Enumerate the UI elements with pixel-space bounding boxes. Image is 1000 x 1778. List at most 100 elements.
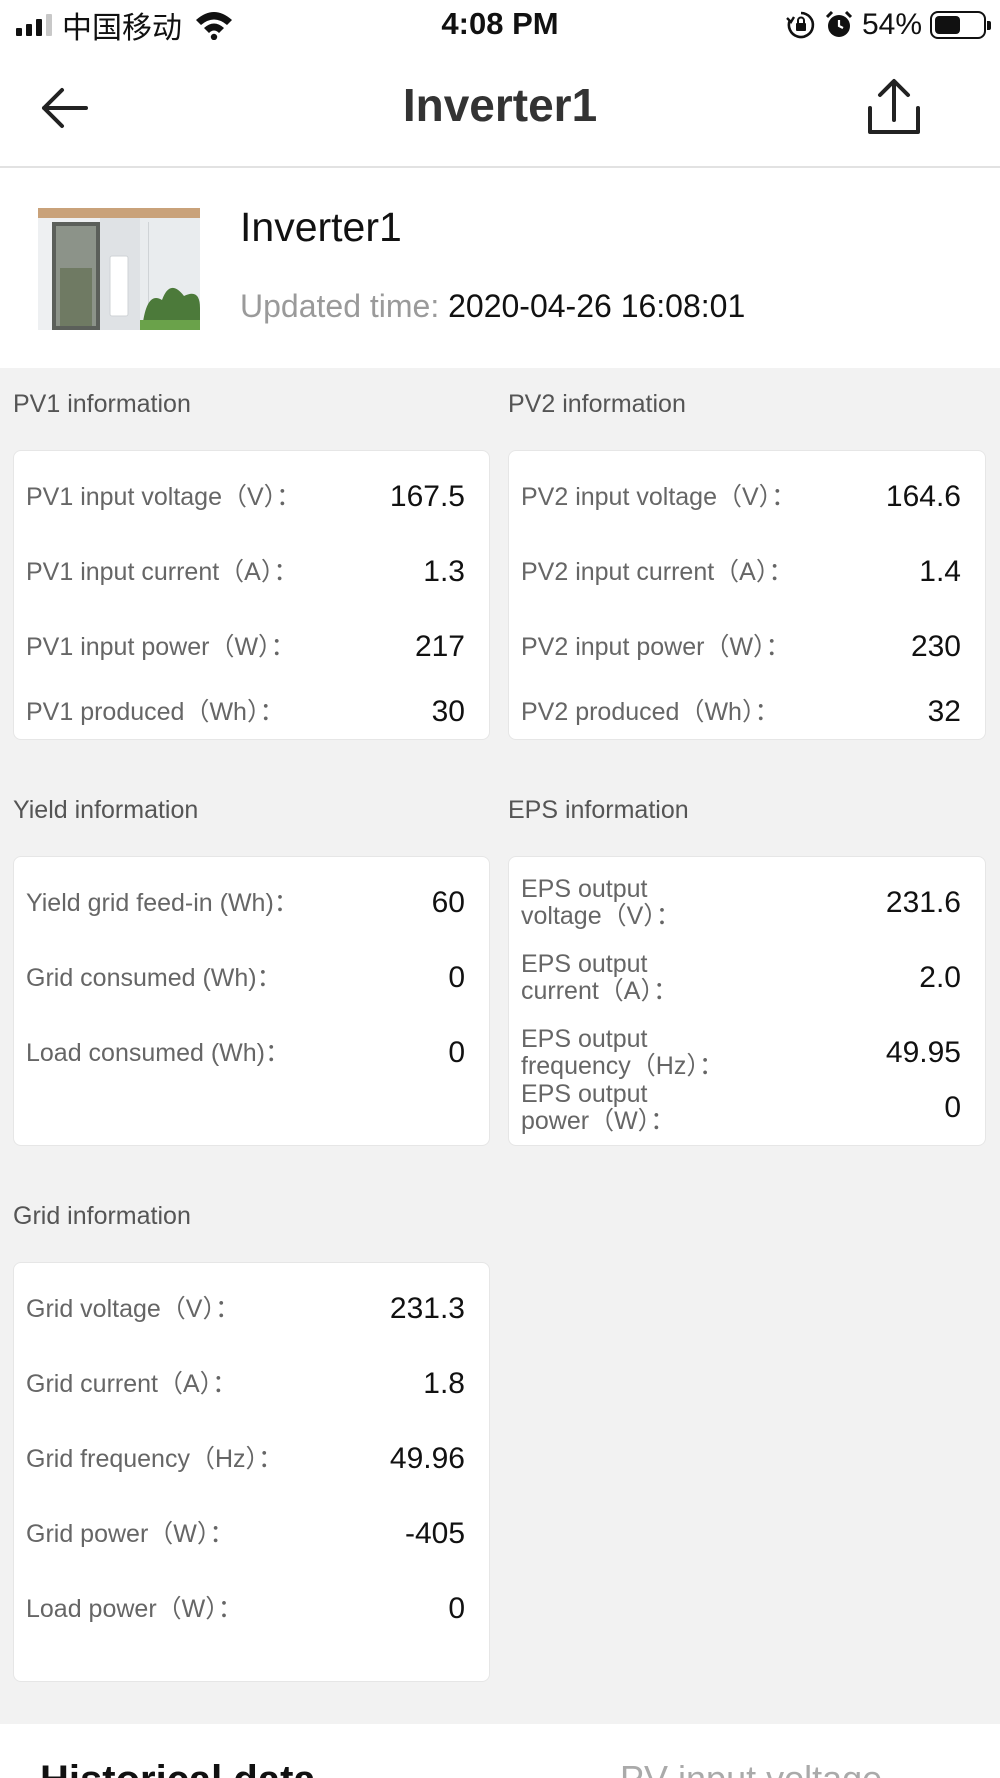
- page-title: Inverter1: [402, 79, 598, 131]
- row-value: 231.3: [389, 1292, 465, 1325]
- pv1-section-title: PV1 information: [13, 390, 191, 418]
- pv2-card: PV2 input voltage（V）： 164.6 PV2 input cu…: [508, 450, 986, 740]
- row-label-line: power（W）：: [521, 1107, 676, 1135]
- row-label-line: current（A）：: [521, 977, 678, 1005]
- row-value: 0: [944, 1091, 961, 1124]
- pv2-row: PV2 input current（A）： 1.4: [521, 542, 961, 602]
- row-label: PV2 input voltage（V）：: [521, 482, 797, 511]
- row-label: Grid voltage（V）：: [26, 1294, 240, 1323]
- yield-row: Yield grid feed-in (Wh)： 60: [26, 873, 465, 933]
- eps-section-title: EPS information: [508, 796, 689, 824]
- status-bar: 中国移动 4:08 PM 54%: [0, 0, 1000, 50]
- info-sections: PV1 information PV1 input voltage（V）： 16…: [0, 368, 1000, 1724]
- row-label: Grid power（W）：: [26, 1519, 235, 1548]
- row-label: EPS output power（W）：: [521, 1081, 675, 1135]
- row-label: Load power（W）：: [26, 1594, 243, 1623]
- row-value: 1.8: [423, 1367, 465, 1400]
- row-label: PV1 input voltage（V）：: [26, 482, 302, 511]
- nav-bar: Inverter1: [0, 50, 1000, 168]
- battery-percent: 54%: [861, 8, 922, 41]
- updated-time: Updated time: 2020-04-26 16:08:01: [240, 288, 745, 325]
- row-value: 0: [448, 1036, 465, 1069]
- device-name: Inverter1: [240, 204, 402, 250]
- grid-section-title: Grid information: [13, 1202, 191, 1230]
- pv1-row: PV1 input current（A）： 1.3: [26, 542, 465, 602]
- row-label: PV2 produced（Wh）：: [521, 697, 780, 726]
- alarm-icon: [825, 10, 853, 37]
- eps-row: EPS output frequency（Hz）： 49.95: [521, 1023, 961, 1083]
- row-label: Grid frequency（Hz）：: [26, 1444, 284, 1473]
- row-label: EPS output voltage（V）：: [521, 876, 681, 930]
- row-label-line: EPS output: [521, 1080, 648, 1108]
- wifi-icon: [196, 12, 232, 40]
- eps-row: EPS output power（W）： 0: [521, 1078, 961, 1138]
- row-value: 1.4: [919, 555, 961, 588]
- share-icon[interactable]: [864, 76, 924, 138]
- signal-icon: [16, 14, 52, 36]
- row-label: Grid consumed (Wh)：: [26, 963, 282, 992]
- pv1-row: PV1 input power（W）： 217: [26, 617, 465, 677]
- yield-card: Yield grid feed-in (Wh)： 60 Grid consume…: [13, 856, 490, 1146]
- updated-time-value: 2020-04-26 16:08:01: [448, 288, 746, 324]
- battery-icon: [930, 11, 991, 39]
- row-label: PV2 input power（W）：: [521, 632, 791, 661]
- row-value: 32: [927, 695, 961, 728]
- pv1-row: PV1 produced（Wh）： 30: [26, 692, 465, 732]
- row-label-line: EPS output: [521, 1025, 648, 1053]
- orientation-lock-icon: [786, 11, 815, 39]
- row-value: 0: [448, 1592, 465, 1625]
- pv2-row: PV2 produced（Wh）： 32: [521, 692, 961, 732]
- historical-data-bar: Historical data PV input voltage: [0, 1724, 1000, 1778]
- row-value: 231.6: [885, 886, 961, 919]
- historical-data-title: Historical data: [40, 1758, 316, 1778]
- historical-data-selector[interactable]: PV input voltage: [620, 1758, 882, 1778]
- row-value: 167.5: [389, 480, 465, 513]
- grid-row: Grid current（A）： 1.8: [26, 1354, 465, 1414]
- status-time: 4:08 PM: [441, 6, 559, 41]
- updated-time-label: Updated time:: [240, 288, 440, 324]
- carrier-name: 中国移动: [62, 12, 182, 45]
- eps-row: EPS output voltage（V）： 231.6: [521, 873, 961, 933]
- row-label: Load consumed (Wh)：: [26, 1038, 291, 1067]
- grid-row: Load power（W）： 0: [26, 1579, 465, 1639]
- yield-row: Grid consumed (Wh)： 0: [26, 948, 465, 1008]
- row-value: 60: [431, 886, 465, 919]
- row-label-line: frequency（Hz）：: [521, 1052, 724, 1080]
- row-label: Grid current（A）：: [26, 1369, 238, 1398]
- eps-row: EPS output current（A）： 2.0: [521, 948, 961, 1008]
- row-value: 49.95: [885, 1036, 961, 1069]
- grid-card: Grid voltage（V）： 231.3 Grid current（A）： …: [13, 1262, 490, 1682]
- row-label: PV1 produced（Wh）：: [26, 697, 285, 726]
- row-label: PV1 input current（A）：: [26, 557, 299, 586]
- row-label: PV2 input current（A）：: [521, 557, 794, 586]
- row-value: 217: [414, 630, 465, 663]
- row-label: EPS output current（A）：: [521, 951, 678, 1005]
- pv2-row: PV2 input voltage（V）： 164.6: [521, 467, 961, 527]
- pv2-section-title: PV2 information: [508, 390, 686, 418]
- row-value: 30: [431, 695, 465, 728]
- row-value: 49.96: [389, 1442, 465, 1475]
- row-value: 2.0: [919, 961, 961, 994]
- pv2-row: PV2 input power（W）： 230: [521, 617, 961, 677]
- inverter-photo: [38, 208, 200, 330]
- row-label-line: EPS output: [521, 875, 648, 903]
- device-header: Inverter1 Updated time: 2020-04-26 16:08…: [0, 170, 1000, 368]
- grid-row: Grid power（W）： -405: [26, 1504, 465, 1564]
- eps-card: EPS output voltage（V）： 231.6 EPS output …: [508, 856, 986, 1146]
- row-value: 1.3: [423, 555, 465, 588]
- row-value: -405: [404, 1517, 465, 1550]
- row-label: PV1 input power（W）：: [26, 632, 296, 661]
- row-value: 0: [448, 961, 465, 994]
- pv1-row: PV1 input voltage（V）： 167.5: [26, 467, 465, 527]
- row-label: EPS output frequency（Hz）：: [521, 1026, 724, 1080]
- row-label-line: voltage（V）：: [521, 902, 681, 930]
- row-label-line: EPS output: [521, 950, 648, 978]
- yield-section-title: Yield information: [13, 796, 199, 824]
- yield-row: Load consumed (Wh)： 0: [26, 1023, 465, 1083]
- pv1-card: PV1 input voltage（V）： 167.5 PV1 input cu…: [13, 450, 490, 740]
- row-value: 164.6: [885, 480, 961, 513]
- grid-row: Grid frequency（Hz）： 49.96: [26, 1429, 465, 1489]
- row-label: Yield grid feed-in (Wh)：: [26, 888, 299, 917]
- arrow-left-icon[interactable]: [36, 80, 92, 136]
